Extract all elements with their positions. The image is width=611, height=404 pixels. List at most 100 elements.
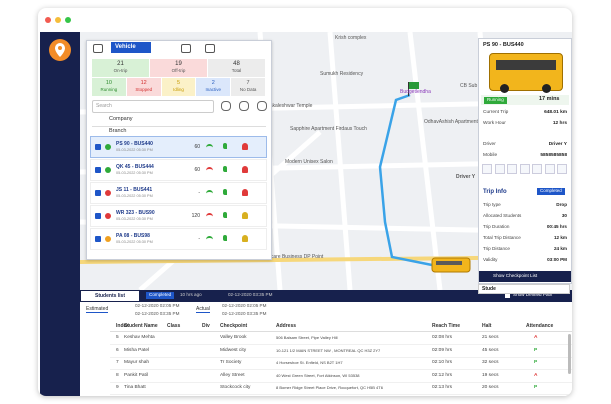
next-panel-tab bbox=[478, 284, 570, 294]
trip-value: 24 km bbox=[553, 246, 567, 251]
table-header: Index bbox=[116, 323, 130, 329]
map-label: Driver Y bbox=[456, 174, 476, 180]
students-bar: Students list Completed 10 hrs ago 02-12-20… bbox=[80, 290, 572, 302]
actual-end: 02-12-2020 03:35 PM bbox=[222, 311, 267, 316]
signal-icon bbox=[206, 167, 213, 174]
map-label: Modern Unisex Salon bbox=[285, 159, 333, 165]
action-icon[interactable] bbox=[557, 164, 567, 174]
vehicle-row[interactable]: PS 90 - BUS440 05-03-2022 05:30 PM 60 bbox=[90, 136, 267, 158]
info-value: 12 hrs bbox=[552, 121, 567, 126]
students-list-button[interactable]: Students list bbox=[80, 290, 140, 302]
status-label: Stopped bbox=[135, 87, 153, 92]
table-cell: 4 Horseshoe St. Enfield, NS B2T 1H7 bbox=[276, 360, 343, 365]
tab-icon[interactable] bbox=[181, 44, 191, 53]
table-header: Attendance bbox=[526, 323, 554, 329]
vehicle-date: 05-03-2022 05:30 PM bbox=[116, 194, 153, 198]
students-table: Index Student Name Class Div Checkpoint Addre… bbox=[80, 320, 572, 396]
vehicle-name: PA 08 - BUS98 bbox=[116, 233, 150, 239]
trip-value: 03:00 PM bbox=[547, 257, 567, 262]
action-icon[interactable] bbox=[482, 164, 492, 174]
trip-key: Total Trip Distance bbox=[483, 235, 521, 240]
vehicle-tab[interactable]: Vehicle bbox=[111, 42, 151, 53]
checkbox[interactable] bbox=[95, 144, 101, 150]
bus-wheel bbox=[500, 84, 509, 93]
tab-icon[interactable] bbox=[93, 44, 103, 53]
trip-state-badge: Completed bbox=[537, 188, 565, 195]
table-cell: 21 secs bbox=[482, 335, 499, 340]
search-input[interactable]: Search bbox=[92, 100, 214, 113]
table-cell: 10-121 1/2 MAIN STREET NW , MONTREAL QC … bbox=[276, 347, 381, 353]
vehicle-row[interactable]: PA 08 - BUS98 05-03-2022 05:30 PM - bbox=[90, 228, 267, 250]
branch-label[interactable]: Branch bbox=[109, 128, 127, 134]
info-value: Driver Y bbox=[548, 142, 567, 147]
action-icon[interactable] bbox=[532, 164, 542, 174]
checkbox[interactable] bbox=[95, 190, 101, 196]
minimize-dot[interactable] bbox=[55, 17, 61, 23]
table-cell: Mayur shah bbox=[124, 360, 150, 365]
path-checkbox[interactable] bbox=[505, 293, 510, 298]
status-cell bbox=[196, 78, 231, 96]
bus-image bbox=[489, 53, 563, 93]
maximize-dot[interactable] bbox=[65, 17, 71, 23]
vehicle-date: 05-03-2022 05:30 PM bbox=[116, 240, 153, 244]
company-label[interactable]: Company bbox=[109, 116, 133, 122]
completed-badge: Completed bbox=[146, 292, 175, 299]
driver-icon bbox=[242, 143, 248, 150]
action-icon[interactable] bbox=[494, 164, 505, 174]
info-key: Driver bbox=[483, 142, 496, 147]
status-label: Inactive bbox=[205, 87, 222, 92]
row-divider bbox=[110, 369, 572, 370]
signal-icon bbox=[206, 213, 213, 220]
panel-icon[interactable] bbox=[221, 101, 231, 111]
next-panel-title: Stude bbox=[482, 286, 496, 292]
stat-value: 48 bbox=[233, 61, 240, 67]
info-key: Current Trip bbox=[483, 110, 509, 115]
driver-icon bbox=[242, 166, 248, 173]
table-cell: 40 West Green Street, Fort Atkinson, WI … bbox=[276, 372, 360, 378]
scrollbar[interactable] bbox=[568, 334, 571, 374]
trip-key: Trip Distance bbox=[483, 246, 510, 251]
map-label: Sumukh Residency bbox=[320, 71, 364, 77]
vehicle-row[interactable]: JS 11 - BUS441 05-03-2022 05:30 PM - bbox=[90, 182, 267, 204]
table-cell: 32 secs bbox=[482, 360, 499, 365]
table-cell: Keshav Mehta bbox=[124, 335, 155, 340]
table-header: Checkpoint bbox=[220, 323, 248, 329]
path-button-text[interactable]: Show Defined Path bbox=[513, 292, 553, 297]
action-icon[interactable] bbox=[507, 164, 517, 174]
checkpoint-button-text: Show Checkpoint List bbox=[493, 273, 538, 278]
app-window: Krish complex Sumukh Residency Budgetlendh… bbox=[38, 8, 572, 396]
vehicle-speed: 120 bbox=[191, 213, 200, 219]
detail-panel: PS 90 - BUS440 Running 17 mins Current Trip… bbox=[478, 38, 572, 284]
status-cell bbox=[161, 78, 196, 96]
actual-select[interactable]: Actual bbox=[196, 306, 210, 313]
action-icon[interactable] bbox=[544, 164, 555, 174]
panel-icon[interactable] bbox=[239, 101, 249, 111]
trip-info-title: Trip Info bbox=[483, 189, 507, 195]
vehicle-panel: Vehicle 21 On-trip 19 Off-trip 48 Total 10 Runni… bbox=[86, 40, 272, 260]
status-label: Idling bbox=[173, 87, 184, 92]
vehicle-speed: 60 bbox=[194, 167, 200, 173]
close-dot[interactable] bbox=[45, 17, 51, 23]
vehicle-row[interactable]: WR 323 - BUS90 05-03-2022 05:30 PM 120 bbox=[90, 205, 267, 227]
table-cell: Tr Society bbox=[220, 360, 242, 365]
signal-icon bbox=[206, 190, 213, 197]
panel-icon[interactable] bbox=[257, 101, 267, 111]
estimated-select[interactable]: Estimated bbox=[86, 306, 109, 313]
checkbox[interactable] bbox=[95, 236, 101, 242]
table-cell: Valley Brook bbox=[220, 335, 247, 340]
checkbox[interactable] bbox=[95, 213, 101, 219]
vehicle-row[interactable]: QK 45 - BUS444 05-03-2022 05:30 PM 60 bbox=[90, 159, 267, 181]
checkbox[interactable] bbox=[95, 167, 101, 173]
status-dot bbox=[105, 213, 111, 219]
checkpoint-button[interactable]: Show Checkpoint List bbox=[479, 271, 571, 282]
table-header: Div bbox=[202, 323, 210, 329]
attendance: P bbox=[534, 360, 538, 365]
table-cell: Midwest city bbox=[220, 347, 247, 353]
tab-icon[interactable] bbox=[205, 44, 215, 53]
action-icon[interactable] bbox=[519, 164, 530, 174]
pin-icon bbox=[223, 235, 227, 241]
vehicle-speed: - bbox=[198, 236, 200, 242]
map-label: CB Sub bbox=[460, 83, 478, 89]
row-divider bbox=[110, 394, 572, 395]
ago-text: 10 hrs ago bbox=[180, 292, 202, 297]
